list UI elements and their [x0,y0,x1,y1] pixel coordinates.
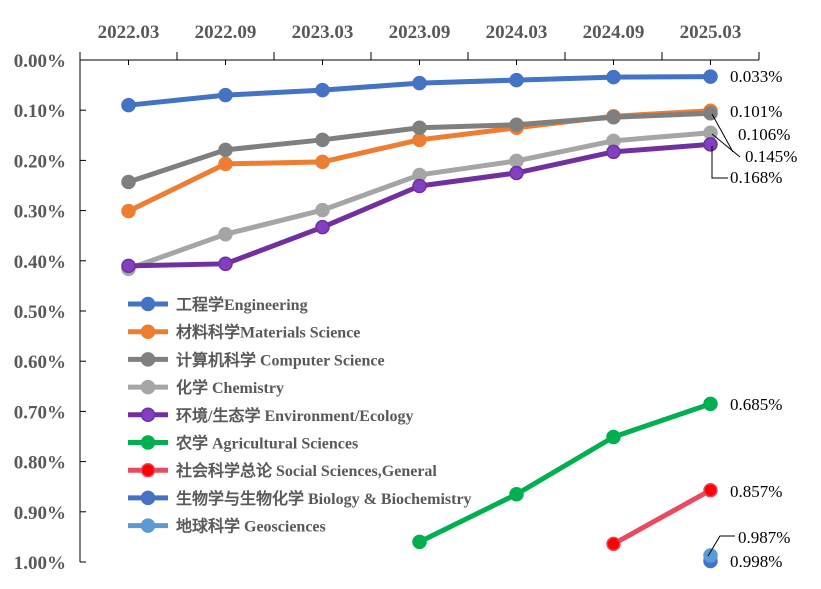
data-point [606,69,621,85]
data-point [412,75,427,91]
data-point [315,219,330,235]
x-tick-label: 2022.09 [195,22,257,43]
y-tick-label: 0.50% [14,302,66,323]
legend-entry: 地球科学 Geosciences [176,517,326,536]
leader-line [707,535,735,557]
data-point [315,82,330,98]
data-label: 0.998% [730,552,782,571]
data-point [606,109,621,125]
legend-swatch-marker [140,518,156,533]
y-tick-label: 0.30% [14,202,66,223]
data-point [509,153,524,169]
data-point [218,156,233,172]
data-point [121,174,136,190]
legend-entry: 材料科学Materials Science [176,323,360,342]
legend-swatch-marker [140,407,156,423]
legend-entry: 环境/生态学 Environment/Ecology [176,406,414,425]
data-label: 0.857% [730,482,782,501]
data-point [218,256,233,272]
data-point [412,534,427,550]
data-point [315,132,330,148]
x-tick-label: 2024.09 [583,22,645,43]
x-tick-label: 2024.03 [486,22,548,43]
y-tick-label: 0.40% [14,252,66,273]
data-point [703,137,718,152]
series-line-6 [612,488,712,547]
y-tick-label: 0.80% [14,453,66,474]
x-tick-label: 2023.03 [292,22,354,43]
leader-line [711,113,734,153]
data-point [703,548,718,563]
data-point [412,132,427,148]
legend-entry: 化学 Chemistry [176,378,284,397]
legend-entry: 社会科学总论 Social Sciences,General [175,461,437,480]
y-tick-label: 0.10% [14,101,66,122]
legend-swatch-marker [140,324,156,339]
y-tick-label: 0.60% [14,352,66,373]
data-point [606,144,621,160]
data-label: 0.987% [738,528,790,547]
legend-swatch-marker [140,435,156,450]
series-line-4 [128,141,711,269]
y-tick-label: 0.90% [14,503,66,524]
legend-entry: 农学 Agricultural Sciences [175,434,358,453]
data-point [509,165,524,181]
data-point [121,97,136,113]
legend-swatch-marker [140,296,156,312]
y-tick-label: 1.00% [14,553,66,574]
data-label: 0.168% [730,168,782,187]
data-label: 0.101% [730,102,782,121]
data-point [315,154,330,170]
legend-entry: 生物学与生物化学 Biology & Biochemistry [176,489,472,508]
y-tick-label: 0.20% [14,151,66,172]
legend-entry: 计算机科学 Computer Science [176,350,385,369]
legend-swatch-marker [140,379,156,395]
x-tick-label: 2022.03 [98,22,160,43]
data-point [315,202,330,218]
legend-swatch-marker [140,462,156,478]
legend-swatch-marker [140,490,156,506]
x-tick-label: 2023.09 [389,22,451,43]
data-point [218,87,233,103]
y-tick-label: 0.00% [14,51,66,72]
x-tick-label: 2025.03 [680,22,742,43]
data-label: 0.106% [738,125,790,144]
leader-line [711,133,741,158]
data-point [606,429,621,445]
data-label: 0.033% [730,67,782,86]
data-point [218,142,233,158]
data-point [121,203,136,219]
legend-entry: 工程学Engineering [176,295,308,314]
data-point [412,178,427,194]
data-point [121,258,136,274]
data-point [703,482,718,498]
data-point [509,117,524,133]
leader-line [711,146,728,179]
data-point [509,72,524,88]
data-label: 0.145% [745,147,797,166]
data-point [509,486,524,502]
series-line-5 [418,401,712,545]
data-label: 0.685% [730,395,782,414]
data-point [703,396,718,412]
data-point [606,536,621,552]
y-tick-label: 0.70% [14,402,66,423]
data-point [218,226,233,242]
legend-swatch-marker [140,352,156,367]
data-point [703,69,718,84]
data-point [703,105,718,121]
data-point [412,120,427,136]
